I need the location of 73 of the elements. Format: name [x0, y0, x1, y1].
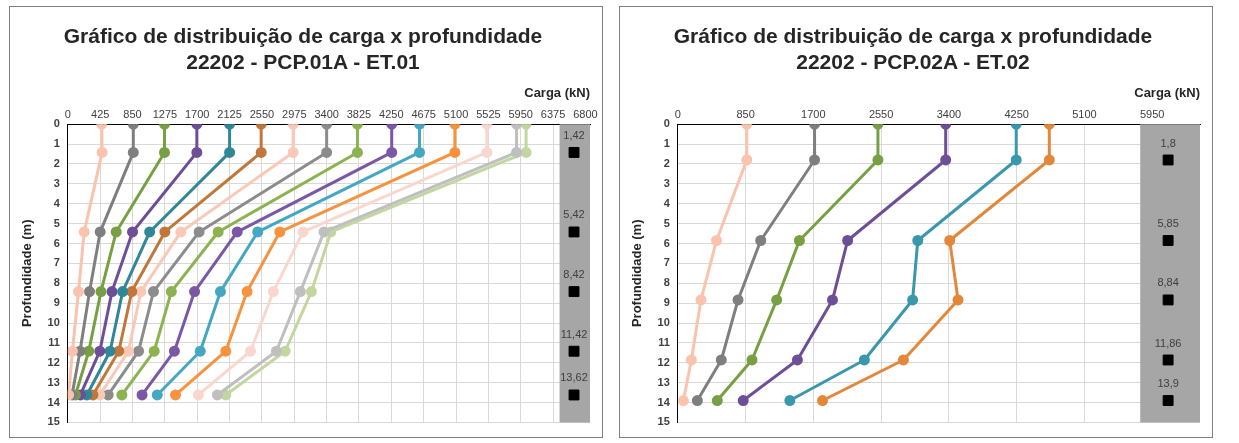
x-tick-label: 2550 — [249, 107, 275, 120]
x-tick-label: 425 — [91, 107, 110, 120]
y-tick-label: 0 — [663, 117, 670, 130]
x-tick-label: 4675 — [411, 107, 436, 120]
x-tick-label: 1700 — [184, 107, 210, 120]
y-tick-label: 11 — [658, 335, 670, 348]
y-tick-label: 0 — [53, 117, 60, 130]
y-tick-label: 9 — [53, 296, 60, 309]
x-tick-label: 5100 — [443, 107, 469, 120]
data-label: 5,42 — [563, 208, 585, 221]
data-label: 8,84 — [1157, 276, 1179, 289]
x-tick-label: 850 — [736, 107, 755, 120]
y-tick-label: 2 — [53, 156, 60, 169]
x-tick-label: 1700 — [801, 107, 826, 120]
chart-title: Gráfico de distribuição de carga x profundidade 22202 - PCP.01A - ET.01 — [63, 24, 543, 73]
y-tick-label: 13 — [47, 375, 60, 388]
y-tick-label: 9 — [663, 296, 670, 309]
x-tick-label: 1275 — [152, 107, 178, 120]
data-label: 1,42 — [563, 128, 585, 141]
data-label: 11,86 — [1154, 336, 1182, 349]
y-tick-label: 3 — [53, 176, 60, 189]
y-tick-label: 5 — [663, 216, 670, 229]
x-tick-label: 6800 — [573, 107, 598, 120]
y-tick-label: 4 — [663, 196, 671, 209]
x-tick-label: 2550 — [868, 107, 894, 120]
y-tick-label: 2 — [663, 156, 670, 169]
y-tick-label: 13 — [657, 375, 670, 388]
data-label: 5,85 — [1157, 217, 1179, 230]
x-tick-label: 4250 — [379, 107, 404, 120]
y-tick-label: 1 — [663, 137, 670, 150]
x-tick-label: 3825 — [346, 107, 372, 120]
x-tick-label: 5950 — [508, 107, 533, 120]
y-tick-label: 7 — [53, 256, 60, 269]
y-tick-label: 12 — [657, 355, 670, 368]
x-tick-label: 0 — [64, 107, 71, 120]
y-tick-label: 8 — [663, 276, 670, 289]
data-label: 11,42 — [560, 327, 588, 340]
x-tick-label: 3400 — [936, 107, 962, 120]
y-axis-title: Profundidade (m) — [19, 219, 35, 328]
y-tick-label: 11 — [48, 335, 60, 348]
x-axis-title: Carga (kN) — [1134, 84, 1200, 100]
y-tick-label: 14 — [657, 395, 671, 408]
x-tick-label: 5525 — [476, 107, 501, 120]
chart-title: Gráfico de distribuição de carga x profundidade 22202 - PCP.02A - ET.02 — [673, 24, 1153, 73]
x-tick-label: 3400 — [314, 107, 339, 120]
y-axis-title: Profundidade (m) — [629, 219, 645, 328]
data-label: 1,8 — [1160, 136, 1176, 149]
y-tick-label: 8 — [53, 276, 60, 289]
y-tick-label: 6 — [53, 236, 60, 249]
y-tick-label: 15 — [47, 415, 60, 428]
y-tick-label: 5 — [53, 216, 60, 229]
y-tick-label: 1 — [53, 137, 60, 150]
x-tick-label: 2975 — [282, 107, 307, 120]
y-tick-label: 15 — [657, 415, 670, 428]
y-tick-label: 14 — [47, 395, 61, 408]
data-label: 13,62 — [560, 371, 588, 384]
y-tick-label: 10 — [47, 316, 60, 329]
x-tick-label: 0 — [674, 107, 681, 120]
x-tick-label: 4250 — [1004, 107, 1029, 120]
y-tick-label: 12 — [47, 355, 60, 368]
y-tick-label: 7 — [663, 256, 670, 269]
x-tick-label: 850 — [123, 107, 142, 120]
y-tick-label: 3 — [663, 176, 670, 189]
x-tick-label: 6375 — [540, 107, 566, 120]
x-tick-label: 5950 — [1139, 107, 1165, 120]
data-label: 13,9 — [1157, 377, 1179, 390]
y-tick-label: 6 — [663, 236, 670, 249]
y-tick-label: 10 — [657, 316, 670, 329]
x-tick-label: 2125 — [217, 107, 242, 120]
x-axis-title: Carga (kN) — [524, 84, 590, 100]
data-label: 8,42 — [563, 268, 585, 281]
y-tick-label: 4 — [53, 196, 61, 209]
x-tick-label: 5100 — [1072, 107, 1097, 120]
